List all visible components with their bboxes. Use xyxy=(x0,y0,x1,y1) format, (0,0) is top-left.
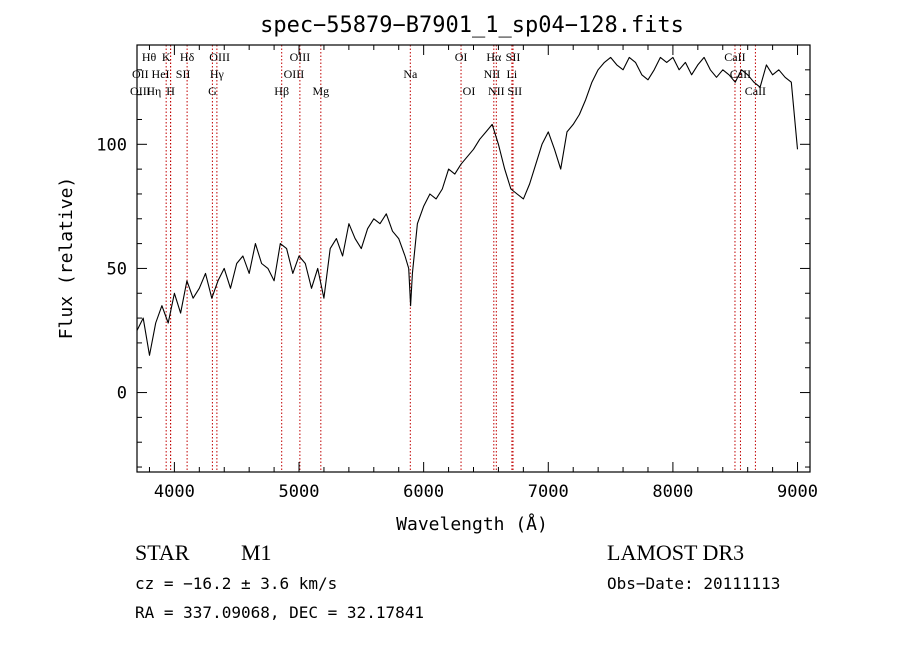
line-label: Hα xyxy=(486,50,502,64)
object-subclass: M1 xyxy=(241,540,272,565)
x-tick-label: 6000 xyxy=(403,482,444,502)
spectral-line-labels: Hθ K Hδ OIII OIII OI Hα SII CaII OII HeI SII Hγ OIII N… xyxy=(130,50,766,98)
line-label: Hη xyxy=(146,84,161,98)
x-axis-label: Wavelength (Å) xyxy=(396,513,548,535)
line-label: CaII xyxy=(724,50,745,64)
flux-series-line xyxy=(136,56,799,356)
line-label: K xyxy=(162,50,171,64)
x-tick-label: 4000 xyxy=(154,482,195,502)
chart-title: spec−55879−B7901_1_sp04−128.fits xyxy=(260,13,684,38)
line-label: Li xyxy=(507,67,518,81)
line-label: CaII xyxy=(745,84,766,98)
line-label: OIII xyxy=(130,84,151,98)
line-label: SII xyxy=(507,84,522,98)
plot-frame xyxy=(136,44,811,473)
line-label: HeI xyxy=(152,67,170,81)
line-label: H xyxy=(166,84,175,98)
object-class: STAR xyxy=(135,540,190,565)
x-axis-ticks: 4000 5000 6000 7000 8000 9000 xyxy=(148,45,818,502)
line-label: OIII xyxy=(209,50,230,64)
survey-name: LAMOST DR3 xyxy=(607,540,745,565)
line-label: G xyxy=(208,84,217,98)
line-label: Hβ xyxy=(274,84,289,98)
line-label: Mg xyxy=(312,84,329,98)
x-tick-label: 8000 xyxy=(652,482,693,502)
redshift-value: cz = −16.2 ± 3.6 km/s xyxy=(135,574,338,593)
line-label: OI xyxy=(455,50,468,64)
line-label: Hδ xyxy=(180,50,195,64)
x-tick-label: 5000 xyxy=(279,482,320,502)
coordinates: RA = 337.09068, DEC = 32.17841 xyxy=(135,603,424,622)
line-label: OIII xyxy=(284,67,305,81)
line-label: OII xyxy=(132,67,149,81)
obs-date: Obs−Date: 20111113 xyxy=(607,574,781,593)
line-label: CaII xyxy=(730,67,751,81)
y-axis-ticks: 0 50 100 xyxy=(96,44,810,468)
line-label: NII xyxy=(484,67,501,81)
spectral-line-markers xyxy=(165,45,756,472)
line-label: Hγ xyxy=(210,67,225,81)
line-label: Hθ xyxy=(142,50,157,64)
line-label: OI xyxy=(463,84,476,98)
line-label: OIII xyxy=(290,50,311,64)
x-tick-label: 9000 xyxy=(777,482,818,502)
y-tick-label: 50 xyxy=(107,259,127,279)
y-tick-label: 100 xyxy=(96,135,127,155)
x-tick-label: 7000 xyxy=(528,482,569,502)
line-label: Na xyxy=(403,67,418,81)
line-label: SII xyxy=(176,67,191,81)
y-tick-label: 0 xyxy=(117,384,127,404)
line-label: SII xyxy=(506,50,521,64)
y-axis-label: Flux (relative) xyxy=(56,177,77,340)
line-label: NII xyxy=(488,84,505,98)
